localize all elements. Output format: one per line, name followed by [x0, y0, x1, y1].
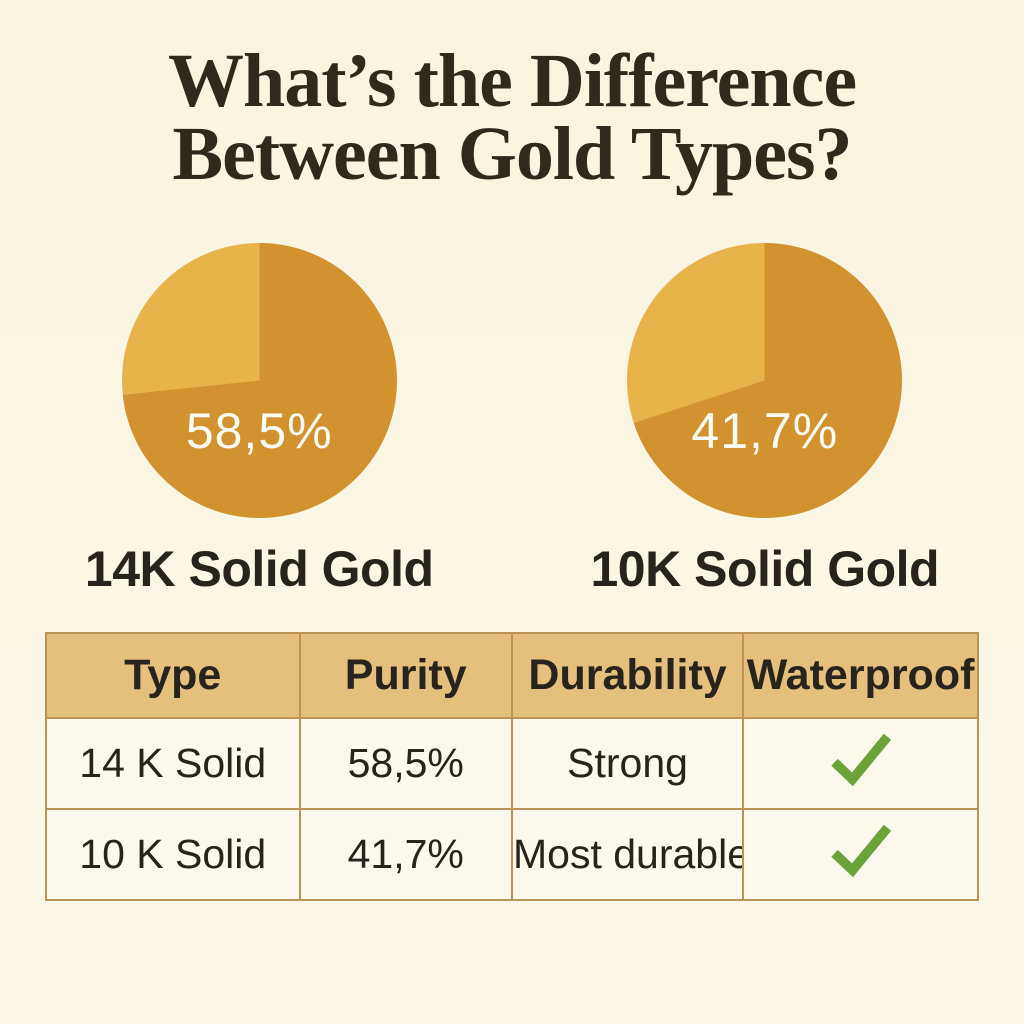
header-cell-durability: Durability	[510, 631, 745, 719]
cell-waterproof-10k	[742, 807, 979, 901]
cell-purity-14k: 58,5%	[298, 716, 513, 810]
table-header-row: Type Purity Durability Waterproof	[45, 631, 979, 719]
cell-type-14k: 14 K Solid	[45, 716, 301, 810]
header-cell-purity: Purity	[298, 631, 513, 719]
page-title: What’s the Difference Between Gold Types…	[0, 0, 1024, 196]
pie-chart-10k: 41,7%	[627, 242, 903, 518]
cell-durability-10k: Most durable	[510, 807, 745, 901]
header-cell-type: Type	[45, 631, 301, 719]
pie-figure-14k: 58,5% 14K Solid Gold	[84, 242, 434, 598]
cell-purity-10k: 41,7%	[298, 807, 513, 901]
header-cell-waterproof: Waterproof	[742, 631, 979, 719]
comparison-table: Type Purity Durability Waterproof 14 K S…	[45, 631, 979, 901]
title-line-1: What’s the Difference	[167, 39, 857, 123]
cell-type-10k: 10 K Solid	[45, 807, 301, 901]
pie-caption-10k: 10K Solid Gold	[590, 540, 940, 597]
cell-durability-14k: Strong	[510, 716, 745, 810]
pie-figure-10k: 41,7% 10K Solid Gold	[590, 242, 940, 598]
pie-percentage-label-10k: 41,7%	[691, 403, 839, 460]
title-line-2: Between Gold Types?	[172, 111, 852, 196]
table-row-14k: 14 K Solid 58,5% Strong	[45, 716, 979, 810]
table-row-10k: 10 K Solid 41,7% Most durable	[45, 807, 979, 901]
pie-caption-14k: 14K Solid Gold	[84, 540, 434, 597]
check-icon	[827, 731, 895, 786]
cell-waterproof-14k	[742, 716, 979, 810]
pie-percentage-label-14k: 58,5%	[185, 403, 333, 460]
check-icon	[827, 822, 895, 877]
pie-chart-14k: 58,5%	[121, 242, 397, 518]
pie-charts-section: 58,5% 14K Solid Gold 41,7% 10K Solid Gol…	[0, 242, 1024, 598]
